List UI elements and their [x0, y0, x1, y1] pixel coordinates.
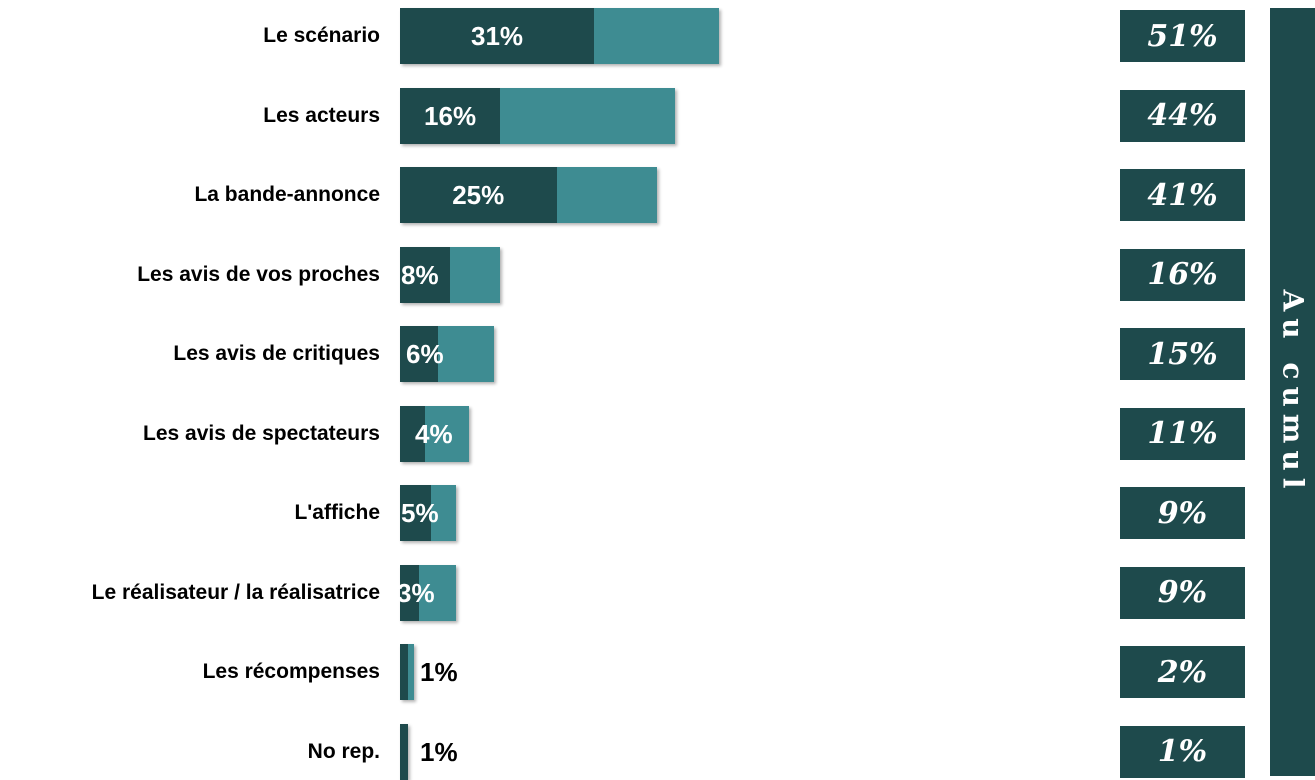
bar-segment-secondary [450, 246, 501, 303]
bar-segment-primary [400, 8, 595, 64]
bar-value-label: 16% [424, 100, 477, 131]
cumul-value-box: 15% [1120, 328, 1245, 380]
cumul-value-box: 11% [1120, 407, 1245, 460]
category-label: No rep. [307, 739, 380, 763]
bar-value-label: 4% [415, 418, 453, 449]
category-label: La bande-annonce [194, 183, 380, 206]
bar-segment-primary [400, 405, 426, 462]
bar-value-label: 8% [401, 259, 439, 290]
bar-value-label: 1% [420, 657, 458, 687]
bar-value-label: 6% [406, 339, 444, 369]
cumul-value-box: 16% [1120, 248, 1245, 301]
cumul-value-box: 9% [1120, 487, 1245, 539]
bar-segment-secondary [408, 644, 415, 700]
category-label: L'affiche [294, 501, 380, 524]
cumul-title: Au cumul [1276, 289, 1310, 495]
category-label: Les acteurs [263, 103, 380, 127]
cumul-title-panel: Au cumul [1270, 8, 1315, 776]
bar-value-label: 1% [420, 736, 458, 767]
bar-segment-primary [400, 167, 557, 223]
category-label: Les avis de vos proches [137, 262, 380, 286]
bar-segment-secondary [437, 326, 494, 382]
bar-segment-secondary [431, 485, 457, 541]
bar-segment-secondary [594, 8, 720, 64]
bar-value-label: 25% [452, 180, 505, 210]
bar-segment-secondary [556, 167, 657, 223]
bar-segment-primary [400, 485, 432, 541]
bar-segment-secondary [425, 405, 469, 462]
bar-segment-primary [400, 564, 419, 621]
bar-segment-primary [400, 723, 408, 780]
category-label: Les récompenses [202, 660, 380, 683]
bar-segment-primary [400, 326, 438, 382]
category-label: Le réalisateur / la réalisatrice [91, 580, 380, 604]
bar-value-label: 5% [401, 498, 439, 528]
category-label: Les avis de critiques [173, 342, 380, 365]
bar-segment-primary [400, 246, 451, 303]
bar-segment-secondary [418, 564, 457, 621]
bar-segment-primary [400, 644, 408, 700]
cumul-value-box: 41% [1120, 169, 1245, 221]
cumul-value-box: 9% [1120, 566, 1245, 619]
bar-value-label: 31% [471, 21, 524, 51]
category-label: Les avis de spectateurs [143, 421, 380, 445]
cumul-value-box: 2% [1120, 646, 1245, 698]
cumul-value-box: 1% [1120, 725, 1245, 778]
cumul-value-box: 44% [1120, 89, 1245, 142]
category-label: Le scénario [263, 24, 380, 47]
bar-segment-primary [400, 87, 501, 144]
bar-segment-secondary [500, 87, 676, 144]
bar-value-label: 3% [397, 577, 435, 608]
cumul-value-box: 51% [1120, 10, 1245, 62]
